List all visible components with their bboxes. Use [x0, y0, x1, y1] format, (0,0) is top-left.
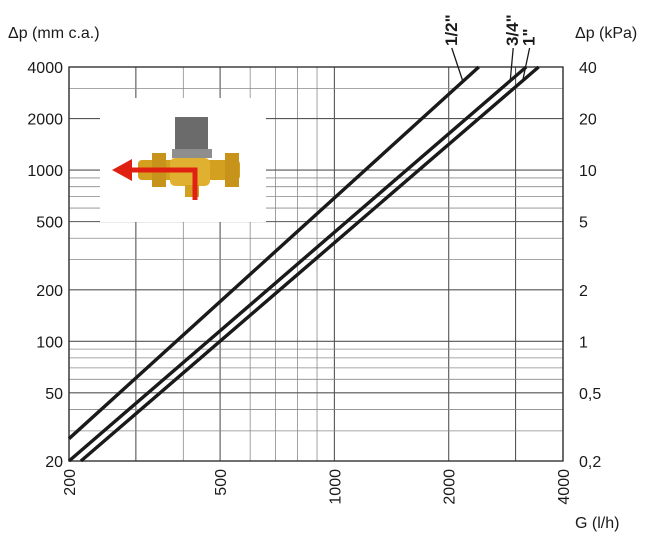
chart-grid: [68, 66, 564, 462]
y-tick-label-right: 5: [579, 215, 588, 232]
x-tick-label: 1000: [327, 469, 344, 505]
y-tick-label-left: 50: [45, 386, 63, 403]
chart-labels: 20 50 100 200 500 1000 2000 4000 0,2 0,5 1 2 5 10 20 40…: [27, 60, 601, 505]
y-axis-label-left: Δp (mm c.a.): [8, 25, 100, 42]
y-tick-label-right: 0,5: [579, 386, 601, 403]
y-tick-label-left: 2000: [27, 112, 63, 129]
y-axis-label-right: Δp (kPa): [575, 25, 637, 42]
valve-nut-right: [225, 153, 239, 187]
actuator-top: [175, 117, 208, 155]
series-label-leader: [521, 47, 531, 82]
x-tick-label: 2000: [442, 469, 459, 505]
series-line: [67, 65, 480, 440]
series-label: 3/4": [503, 14, 522, 46]
x-tick-label: 500: [213, 469, 230, 496]
y-tick-label-right: 1: [579, 334, 588, 351]
x-tick-label: 200: [62, 469, 79, 496]
series-label-leader: [451, 47, 464, 82]
y-tick-label-left: 200: [36, 283, 63, 300]
series-line: [67, 65, 528, 463]
x-axis-label: G (l/h): [575, 515, 619, 532]
flow-arrow-head: [112, 159, 132, 181]
y-tick-label-right: 0,2: [579, 454, 601, 471]
valve-icon: [112, 117, 240, 200]
plot-frame: [68, 66, 564, 462]
series-label: 1/2": [442, 14, 461, 46]
x-tick-label: 4000: [556, 469, 573, 505]
y-tick-label-left: 4000: [27, 60, 63, 77]
actuator-collar: [172, 149, 212, 158]
valve-inset: [100, 98, 266, 222]
y-tick-label-left: 1000: [27, 163, 63, 180]
chart-series: 1/2" 3/4"1": [67, 14, 540, 463]
y-tick-label-right: 40: [579, 60, 597, 77]
y-tick-label-right: 10: [579, 163, 597, 180]
y-tick-label-left: 20: [45, 454, 63, 471]
flow-arrow: [130, 167, 198, 200]
y-tick-label-right: 2: [579, 283, 588, 300]
series-label-leader: [509, 47, 514, 82]
y-tick-label-left: 100: [36, 334, 63, 351]
y-tick-label-left: 500: [36, 215, 63, 232]
series-label: 1": [520, 28, 539, 46]
series-line: [79, 65, 540, 463]
y-tick-label-right: 20: [579, 112, 597, 129]
